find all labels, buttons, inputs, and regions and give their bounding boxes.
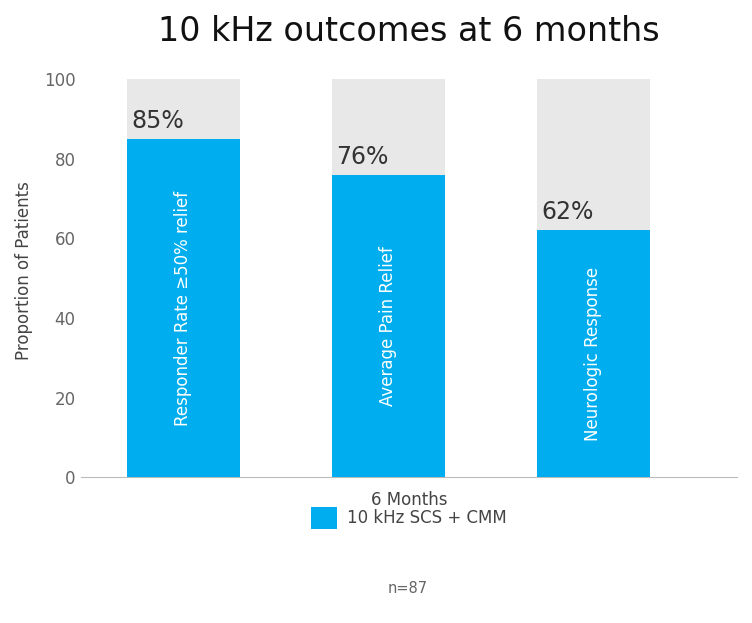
Text: Responder Rate ≥50% relief: Responder Rate ≥50% relief xyxy=(174,191,193,426)
Y-axis label: Proportion of Patients: Proportion of Patients xyxy=(15,181,33,359)
Bar xyxy=(537,79,650,477)
Bar xyxy=(332,79,444,477)
Text: 76%: 76% xyxy=(336,145,389,169)
Bar xyxy=(127,139,240,477)
Text: n=87: n=87 xyxy=(387,581,427,596)
Legend: 10 kHz SCS + CMM: 10 kHz SCS + CMM xyxy=(304,500,514,535)
Text: 62%: 62% xyxy=(541,201,594,224)
Title: 10 kHz outcomes at 6 months: 10 kHz outcomes at 6 months xyxy=(158,15,660,48)
Bar xyxy=(127,79,240,477)
Text: 85%: 85% xyxy=(132,109,184,133)
Text: Average Pain Relief: Average Pain Relief xyxy=(379,246,397,406)
X-axis label: 6 Months: 6 Months xyxy=(371,491,447,509)
Text: Neurologic Response: Neurologic Response xyxy=(584,267,602,441)
Bar xyxy=(537,231,650,477)
Bar xyxy=(332,174,444,477)
